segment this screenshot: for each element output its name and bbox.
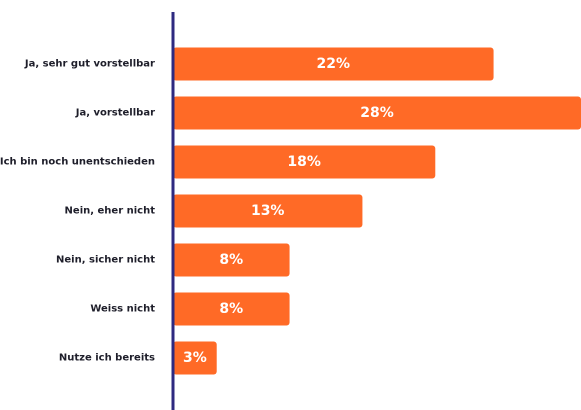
bars-layer: 22% 28% 18% 13% 8% 8% 3% (173, 47, 581, 375)
category-label-6: Nutze ich bereits (59, 353, 155, 364)
bar-1 (173, 96, 581, 130)
bar-3 (173, 194, 363, 228)
value-label-1: 28% (360, 105, 394, 121)
bar-2 (173, 145, 436, 179)
value-label-2: 18% (287, 154, 321, 170)
category-label-4: Nein, sicher nicht (56, 255, 155, 266)
category-label-0: Ja, sehr gut vorstellbar (24, 59, 155, 70)
category-label-3: Nein, eher nicht (65, 206, 156, 217)
value-label-0: 22% (317, 56, 351, 72)
category-label-5: Weiss nicht (90, 304, 155, 315)
category-label-1: Ja, vorstellbar (75, 108, 155, 119)
bar-6 (173, 341, 217, 375)
value-label-5: 8% (219, 301, 243, 317)
value-label-4: 8% (219, 252, 243, 268)
value-label-6: 3% (183, 350, 207, 366)
category-label-2: Ich bin noch unentschieden (0, 157, 155, 168)
bar-5 (173, 292, 290, 326)
category-labels-layer: Ja, sehr gut vorstellbar Ja, vorstellbar I… (0, 59, 155, 364)
value-label-3: 13% (251, 203, 285, 219)
bar-4 (173, 243, 290, 277)
bar-0 (173, 47, 494, 81)
